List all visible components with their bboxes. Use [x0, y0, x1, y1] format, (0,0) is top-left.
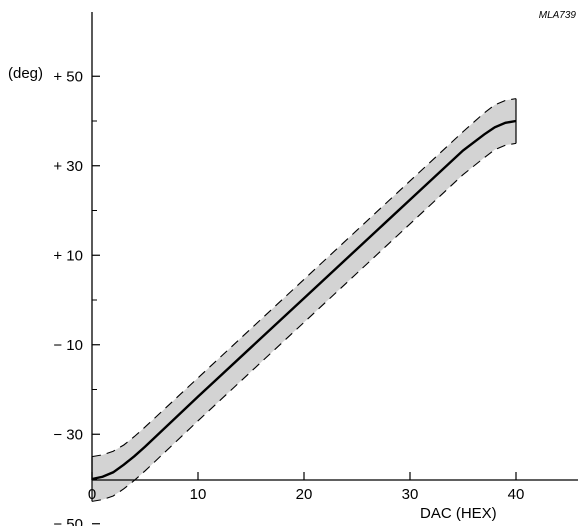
figure-reference: MLA739: [539, 10, 577, 21]
x-tick-label: 0: [88, 486, 96, 503]
x-tick-label: 40: [508, 486, 525, 503]
y-axis-label: (deg): [8, 65, 43, 82]
lower-curve: [91, 142, 517, 502]
y-tick-label: − 50: [53, 516, 83, 526]
y-tick-label: − 30: [53, 426, 83, 443]
typical-curve: [91, 119, 517, 481]
x-tick-label: 30: [402, 486, 419, 503]
axes-layer: [91, 12, 578, 481]
x-tick-label: 20: [296, 486, 313, 503]
x-tick-label: 10: [190, 486, 207, 503]
y-tick-label: + 50: [53, 68, 83, 85]
y-tick-label: + 30: [53, 158, 83, 175]
ticks-layer: [91, 75, 517, 525]
y-tick-label: + 10: [53, 247, 83, 264]
tick-labels-layer: 0 10 20 30 40 + 50 + 30 + 10 − 10 − 30 − 50: [53, 68, 524, 526]
y-tick-label: − 10: [53, 337, 83, 354]
curves-layer: [91, 98, 517, 502]
upper-curve: [91, 98, 517, 458]
x-axis-label: DAC (HEX): [420, 505, 497, 522]
